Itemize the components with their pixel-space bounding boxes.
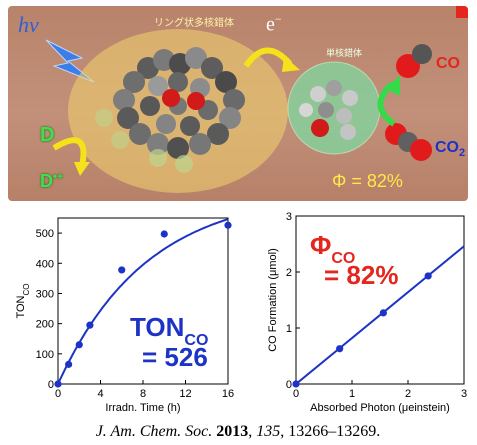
y-tick-label: 1 [286, 323, 292, 335]
y-tick-label: 200 [36, 319, 54, 331]
data-point [86, 321, 94, 329]
data-point [336, 345, 344, 353]
fit-line [57, 218, 229, 385]
data-point [65, 360, 73, 368]
donor-arrow [52, 137, 87, 167]
data-point [160, 230, 168, 238]
mononuclear-label: 単核錯体 [326, 48, 363, 58]
donor-label: D [40, 124, 55, 146]
corner-mark [456, 6, 468, 18]
y-axis-label: TONCO [15, 283, 31, 318]
citation-volume: 135 [256, 423, 281, 440]
annotation-value: = 82% [324, 260, 398, 290]
y-tick-label: 100 [36, 349, 54, 361]
y-tick-label: 0 [48, 379, 54, 391]
co-label: CO [436, 55, 460, 72]
citation-pages: 13266–13269. [288, 423, 381, 440]
data-point [379, 309, 387, 317]
annotation-value: = 526 [142, 342, 208, 372]
y-tick-label: 0 [286, 379, 292, 391]
co2-molecule [385, 123, 432, 161]
fit-line [295, 245, 465, 385]
x-axis-label: Irradn. Time (h) [105, 402, 180, 414]
hv-label: hv [18, 12, 39, 37]
electron-label: e− [266, 12, 282, 36]
x-tick-label: 12 [179, 388, 191, 400]
y-axis-label: CO Formation (μmol) [267, 248, 279, 352]
data-point [118, 266, 126, 274]
quantum-yield-label: Φ = 82% [332, 171, 403, 191]
scheme-graphic [45, 29, 432, 193]
ring-complex-label: リング状多核錯体 [154, 18, 234, 29]
oxidized-donor-label: D•+ [40, 171, 64, 191]
citation-year: 2013 [216, 423, 249, 440]
x-tick-label: 4 [97, 388, 103, 400]
y-tick-label: 500 [36, 228, 54, 240]
plot-frame [295, 215, 465, 385]
y-tick-label: 400 [36, 258, 54, 270]
y-tick-label: 2 [286, 267, 292, 279]
x-tick-label: 2 [405, 388, 411, 400]
x-tick-label: 0 [293, 388, 299, 400]
ton-chart: 0 4 8 12 16 0 100 200 300 400 500 Irradn. Time (h) T… [15, 217, 234, 414]
y-tick-label: 3 [286, 211, 292, 223]
data-point [75, 341, 83, 349]
data-point [54, 380, 62, 388]
data-point [292, 380, 300, 388]
x-tick-label: 1 [349, 388, 355, 400]
x-axis-label: Absorbed Photon (μeinstein) [310, 402, 450, 414]
data-point [224, 221, 232, 229]
co-molecule [396, 44, 432, 78]
y-tick-label: 300 [36, 288, 54, 300]
quantum-yield-chart: 0 1 2 3 0 1 2 3 Absorbed Photon (μeinstein) CO Fo… [267, 211, 467, 414]
citation: J. Am. Chem. Soc. 2013, 135, 13266–13269… [95, 423, 381, 440]
co2-label: CO2 [435, 139, 466, 160]
ring-complex-molecule [95, 47, 245, 173]
mononuclear-molecule [299, 80, 358, 140]
citation-journal: J. Am. Chem. Soc. [95, 423, 213, 440]
x-tick-label: 16 [222, 388, 234, 400]
x-tick-label: 8 [140, 388, 146, 400]
reaction-scheme: hv リング状多核錯体 e− 単核錯体 CO CO2 D D•+ Φ = 82% [8, 6, 468, 201]
x-tick-label: 3 [461, 388, 467, 400]
data-point [424, 272, 432, 280]
x-tick-label: 0 [55, 388, 61, 400]
